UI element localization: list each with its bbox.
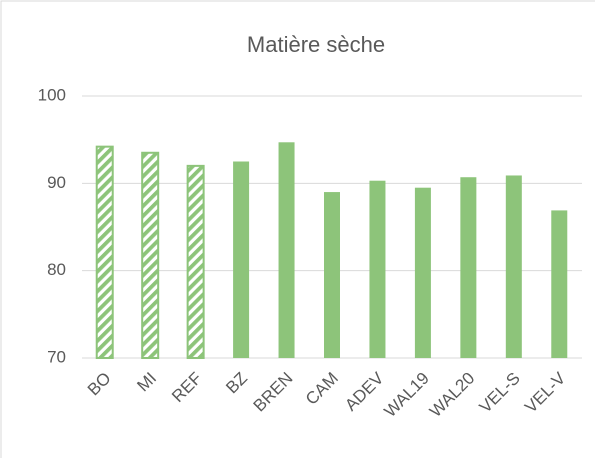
x-tick-label: VEL-S <box>476 369 524 417</box>
x-tick-label: WAL19 <box>380 369 432 421</box>
bar <box>460 177 477 358</box>
chart-title: Matière sèche <box>247 32 385 57</box>
bar <box>551 210 568 358</box>
y-tick-label: 90 <box>47 173 66 192</box>
bar <box>369 180 386 358</box>
y-tick-label: 100 <box>38 85 66 104</box>
bar <box>278 142 295 358</box>
bar <box>414 187 431 358</box>
x-tick-label: BREN <box>250 369 297 416</box>
y-tick-label: 80 <box>47 260 66 279</box>
bar <box>141 151 160 359</box>
x-tick-label: BO <box>84 369 115 400</box>
x-tick-label: REF <box>168 369 205 406</box>
x-tick-label: VEL-V <box>521 368 570 417</box>
x-tick-label: WAL20 <box>426 369 478 421</box>
bar <box>324 192 340 358</box>
bar <box>95 145 114 359</box>
x-tick-label: CAM <box>302 369 342 409</box>
x-tick-label: MI <box>133 369 160 396</box>
x-tick-label: BZ <box>222 369 251 398</box>
y-tick-label: 70 <box>47 347 66 366</box>
bar <box>186 164 205 359</box>
bar <box>233 161 250 358</box>
bar <box>505 175 522 358</box>
